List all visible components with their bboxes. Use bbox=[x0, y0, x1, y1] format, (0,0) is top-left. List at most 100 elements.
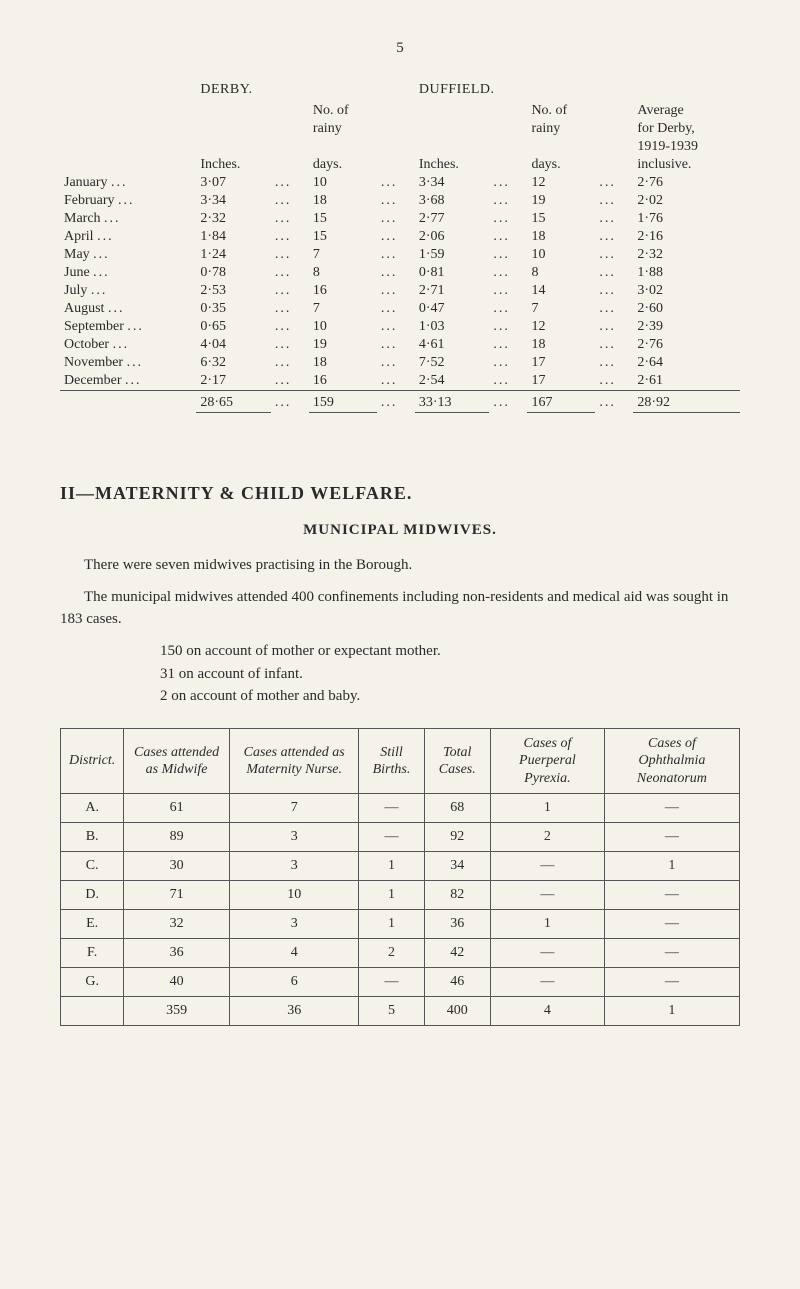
derby-days: 16 bbox=[309, 372, 377, 391]
c5-cell: — bbox=[491, 852, 605, 881]
derby-days: 7 bbox=[309, 300, 377, 318]
c2-cell: 3 bbox=[229, 823, 359, 852]
derby-inches: 2·32 bbox=[196, 210, 271, 228]
c3-cell: 1 bbox=[359, 852, 424, 881]
total-district bbox=[61, 997, 124, 1026]
district-cell: F. bbox=[61, 939, 124, 968]
c5-cell: — bbox=[491, 939, 605, 968]
page-number: 5 bbox=[60, 40, 740, 57]
district-cell: B. bbox=[61, 823, 124, 852]
c3-cell: 1 bbox=[359, 910, 424, 939]
duffield-days: 17 bbox=[527, 372, 595, 391]
col-avg-years: 1919-1939 bbox=[633, 138, 740, 156]
month-cell: January ... bbox=[60, 174, 196, 192]
derby-days: 18 bbox=[309, 192, 377, 210]
table-row: March ...2·32...15...2·77...15...1·76 bbox=[60, 210, 740, 228]
district-cell: G. bbox=[61, 968, 124, 997]
derby-days: 8 bbox=[309, 264, 377, 282]
list-item: 31 on account of infant. bbox=[160, 663, 740, 686]
para1: There were seven midwives practising in … bbox=[60, 555, 740, 577]
c5-cell: 1 bbox=[491, 910, 605, 939]
derby-days: 10 bbox=[309, 318, 377, 336]
avg-cell: 2·76 bbox=[633, 174, 740, 192]
derby-days: 19 bbox=[309, 336, 377, 354]
table-row: November ...6·32...18...7·52...17...2·64 bbox=[60, 354, 740, 372]
duffield-inches: 4·61 bbox=[415, 336, 490, 354]
c6-cell: — bbox=[604, 823, 739, 852]
indent-list: 150 on account of mother or expectant mo… bbox=[160, 640, 740, 708]
c6-cell: — bbox=[604, 939, 739, 968]
col-inches-2: Inches. bbox=[415, 156, 490, 174]
col-rainy-top-2: No. of bbox=[527, 102, 595, 120]
column-header: District. bbox=[61, 728, 124, 794]
duffield-days: 12 bbox=[527, 318, 595, 336]
derby-inches: 0·65 bbox=[196, 318, 271, 336]
c6-cell: — bbox=[604, 794, 739, 823]
derby-header: DERBY. bbox=[196, 81, 377, 102]
c1-cell: 40 bbox=[124, 968, 230, 997]
c2-cell: 3 bbox=[229, 910, 359, 939]
duffield-inches: 3·68 bbox=[415, 192, 490, 210]
table-row: B.893—922— bbox=[61, 823, 740, 852]
table-row: August ...0·35...7...0·47...7...2·60 bbox=[60, 300, 740, 318]
table-row: E.3231361— bbox=[61, 910, 740, 939]
rainfall-table: DERBY. DUFFIELD. No. of No. of Average r… bbox=[60, 81, 740, 413]
c5-cell: — bbox=[491, 968, 605, 997]
c1-cell: 30 bbox=[124, 852, 230, 881]
district-cell: A. bbox=[61, 794, 124, 823]
c3-cell: 2 bbox=[359, 939, 424, 968]
total-derby-in: 28·65 bbox=[196, 391, 271, 413]
duffield-inches: 7·52 bbox=[415, 354, 490, 372]
total-derby-days: 159 bbox=[309, 391, 377, 413]
c1-cell: 32 bbox=[124, 910, 230, 939]
c1-cell: 71 bbox=[124, 881, 230, 910]
month-cell: November ... bbox=[60, 354, 196, 372]
c4-cell: 68 bbox=[424, 794, 491, 823]
duffield-inches: 1·03 bbox=[415, 318, 490, 336]
col-days-2: days. bbox=[527, 156, 595, 174]
month-cell: April ... bbox=[60, 228, 196, 246]
derby-days: 18 bbox=[309, 354, 377, 372]
avg-cell: 2·39 bbox=[633, 318, 740, 336]
c2-cell: 4 bbox=[229, 939, 359, 968]
total-c6: 1 bbox=[604, 997, 739, 1026]
table-row: F.364242—— bbox=[61, 939, 740, 968]
c1-cell: 61 bbox=[124, 794, 230, 823]
col-rainy-top-1: No. of bbox=[309, 102, 377, 120]
table-row: G.406—46—— bbox=[61, 968, 740, 997]
col-rainy-mid-1: rainy bbox=[309, 120, 377, 138]
month-cell: August ... bbox=[60, 300, 196, 318]
derby-inches: 6·32 bbox=[196, 354, 271, 372]
derby-days: 15 bbox=[309, 210, 377, 228]
col-rainy-mid-2: rainy bbox=[527, 120, 595, 138]
avg-cell: 1·88 bbox=[633, 264, 740, 282]
total-duffield-days: 167 bbox=[527, 391, 595, 413]
c5-cell: 1 bbox=[491, 794, 605, 823]
col-inches-1: Inches. bbox=[196, 156, 271, 174]
c3-cell: 1 bbox=[359, 881, 424, 910]
table-row: April ...1·84...15...2·06...18...2·16 bbox=[60, 228, 740, 246]
duffield-inches: 2·77 bbox=[415, 210, 490, 228]
month-cell: December ... bbox=[60, 372, 196, 391]
list-item: 2 on account of mother and baby. bbox=[160, 685, 740, 708]
midwives-table: District.Cases attended as MidwifeCases … bbox=[60, 728, 740, 1027]
table-row: D.7110182—— bbox=[61, 881, 740, 910]
total-c1: 359 bbox=[124, 997, 230, 1026]
avg-cell: 2·61 bbox=[633, 372, 740, 391]
derby-inches: 3·07 bbox=[196, 174, 271, 192]
c4-cell: 42 bbox=[424, 939, 491, 968]
table-row: July ...2·53...16...2·71...14...3·02 bbox=[60, 282, 740, 300]
c4-cell: 92 bbox=[424, 823, 491, 852]
total-avg: 28·92 bbox=[633, 391, 740, 413]
duffield-days: 18 bbox=[527, 336, 595, 354]
avg-cell: 2·02 bbox=[633, 192, 740, 210]
duffield-inches: 0·47 bbox=[415, 300, 490, 318]
col-avg-bot: inclusive. bbox=[633, 156, 740, 174]
derby-inches: 3·34 bbox=[196, 192, 271, 210]
district-cell: C. bbox=[61, 852, 124, 881]
duffield-days: 18 bbox=[527, 228, 595, 246]
column-header: Cases of Puerperal Pyrexia. bbox=[491, 728, 605, 794]
duffield-days: 15 bbox=[527, 210, 595, 228]
c4-cell: 82 bbox=[424, 881, 491, 910]
col-avg-top: Average bbox=[633, 102, 740, 120]
